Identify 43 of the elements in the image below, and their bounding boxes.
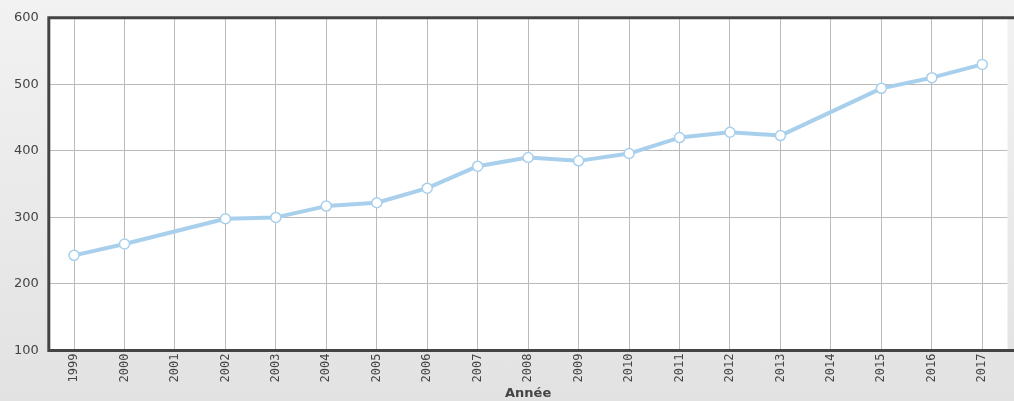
point bbox=[724, 126, 736, 138]
x-tick-label: 2000 bbox=[116, 353, 131, 383]
x-axis-title: Année bbox=[505, 384, 552, 400]
x-tick-label: 2016 bbox=[923, 353, 938, 383]
point bbox=[320, 200, 333, 212]
point bbox=[421, 182, 433, 194]
y-tick-label: 300 bbox=[13, 208, 39, 224]
y-tick-label: 100 bbox=[13, 341, 39, 357]
x-tick-label: 2006 bbox=[419, 353, 434, 383]
point bbox=[471, 160, 484, 172]
x-tick-label: 2010 bbox=[621, 353, 636, 383]
point bbox=[68, 249, 80, 262]
x-tick-label: 2015 bbox=[873, 353, 888, 383]
point bbox=[522, 151, 534, 164]
x-tick-label: 2003 bbox=[268, 353, 282, 383]
x-tick-label: 2012 bbox=[722, 353, 737, 383]
x-tick-label: 2014 bbox=[823, 353, 838, 383]
x-tick-label: 2009 bbox=[570, 353, 585, 383]
x-tick-label: 2008 bbox=[520, 353, 535, 383]
x-tick-label: 2001 bbox=[167, 353, 182, 383]
x-tick-label: 2002 bbox=[217, 353, 232, 383]
x-tick-label: 2004 bbox=[318, 353, 333, 383]
point bbox=[976, 58, 989, 71]
x-tick-label: 2013 bbox=[772, 353, 787, 383]
x-tick-label: 1999 bbox=[66, 353, 81, 383]
x-tick-label: 2007 bbox=[469, 353, 484, 383]
point bbox=[926, 71, 938, 84]
y-tick-label: 600 bbox=[13, 9, 39, 25]
y-tick-label: 400 bbox=[13, 142, 39, 158]
point bbox=[572, 155, 585, 167]
point bbox=[219, 213, 232, 225]
point bbox=[673, 131, 686, 144]
point bbox=[623, 147, 635, 160]
x-tick-label: 2005 bbox=[368, 353, 383, 383]
y-tick-label: 500 bbox=[13, 75, 39, 91]
x-tick-label: 2011 bbox=[671, 353, 686, 383]
point bbox=[270, 211, 282, 224]
point bbox=[371, 197, 383, 209]
point bbox=[774, 129, 787, 142]
x-tick-label: 2017 bbox=[974, 353, 989, 383]
point bbox=[875, 82, 888, 95]
point bbox=[118, 238, 131, 250]
y-tick-label: 200 bbox=[13, 275, 39, 291]
